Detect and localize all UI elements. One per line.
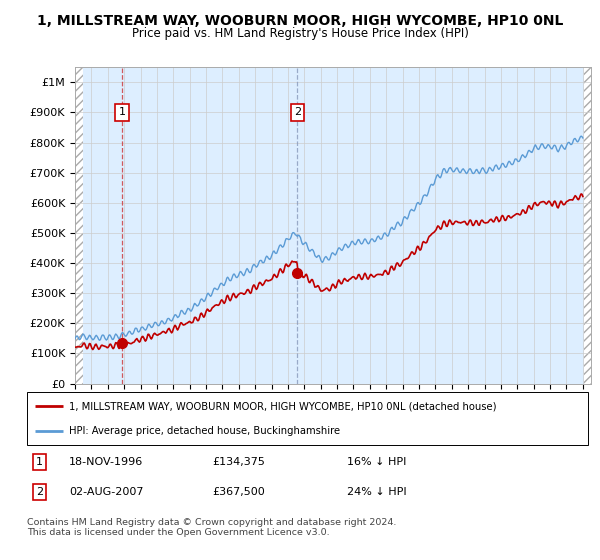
Text: £367,500: £367,500	[212, 487, 265, 497]
Text: 18-NOV-1996: 18-NOV-1996	[69, 457, 143, 467]
Text: 2: 2	[36, 487, 43, 497]
Text: Contains HM Land Registry data © Crown copyright and database right 2024.
This d: Contains HM Land Registry data © Crown c…	[27, 518, 397, 538]
Bar	[75, 52, 83, 384]
Text: 1: 1	[119, 108, 125, 118]
Text: 1: 1	[36, 457, 43, 467]
Text: 16% ↓ HPI: 16% ↓ HPI	[347, 457, 406, 467]
FancyBboxPatch shape	[27, 392, 588, 445]
Text: 1, MILLSTREAM WAY, WOOBURN MOOR, HIGH WYCOMBE, HP10 0NL: 1, MILLSTREAM WAY, WOOBURN MOOR, HIGH WY…	[37, 14, 563, 28]
Text: £134,375: £134,375	[212, 457, 265, 467]
Text: HPI: Average price, detached house, Buckinghamshire: HPI: Average price, detached house, Buck…	[69, 426, 340, 436]
Bar	[584, 52, 600, 384]
Text: Price paid vs. HM Land Registry's House Price Index (HPI): Price paid vs. HM Land Registry's House …	[131, 27, 469, 40]
Text: 1, MILLSTREAM WAY, WOOBURN MOOR, HIGH WYCOMBE, HP10 0NL (detached house): 1, MILLSTREAM WAY, WOOBURN MOOR, HIGH WY…	[69, 402, 497, 412]
Text: 02-AUG-2007: 02-AUG-2007	[69, 487, 143, 497]
Text: 2: 2	[294, 108, 301, 118]
Text: 24% ↓ HPI: 24% ↓ HPI	[347, 487, 406, 497]
